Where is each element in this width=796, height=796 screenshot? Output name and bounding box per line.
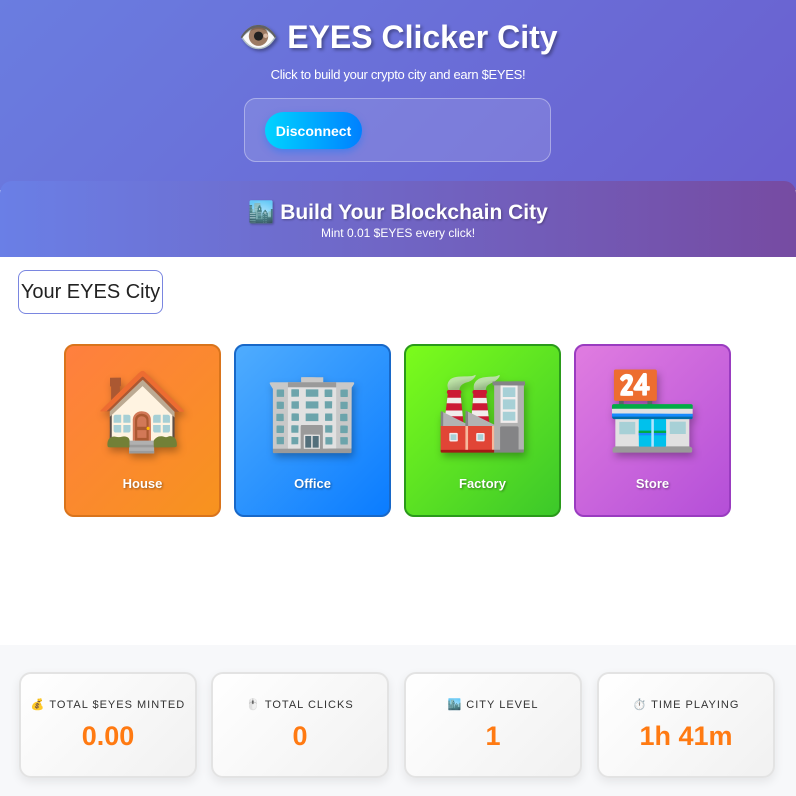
stat-total-minted: 💰 TOTAL $EYES MINTED 0.00 xyxy=(19,672,197,778)
building-office[interactable]: 🏢 Office xyxy=(234,344,391,517)
mouse-icon: 🖱️ xyxy=(246,699,261,711)
city-icon: 🏙️ xyxy=(248,201,275,224)
stat-label: TOTAL $EYES MINTED xyxy=(49,699,186,711)
app-title-text: EYES Clicker City xyxy=(287,19,558,55)
stat-label: TOTAL CLICKS xyxy=(264,699,354,711)
banner-subtitle: Mint 0.01 $EYES every click! xyxy=(320,226,476,240)
city-icon: 🏙️ xyxy=(447,699,463,711)
building-label: Factory xyxy=(459,476,506,491)
building-label: Store xyxy=(635,476,670,491)
factory-icon: 🏭 xyxy=(435,369,530,454)
building-factory[interactable]: 🏭 Factory xyxy=(404,344,561,517)
city-label: Your EYES City xyxy=(18,270,163,314)
stat-total-clicks: 🖱️ TOTAL CLICKS 0 xyxy=(211,672,389,778)
money-bag-icon: 💰 xyxy=(30,699,46,711)
building-label: House xyxy=(122,476,163,491)
disconnect-button[interactable]: Disconnect xyxy=(265,112,362,149)
stat-label: TIME PLAYING xyxy=(651,699,740,711)
banner-title: 🏙️ Build Your Blockchain City xyxy=(0,201,796,225)
stopwatch-icon: ⏱️ xyxy=(632,699,648,711)
stat-value: 1 xyxy=(485,721,501,751)
eye-icon: 👁️ xyxy=(238,19,279,55)
stat-label: CITY LEVEL xyxy=(466,699,539,711)
building-house[interactable]: 🏠 House xyxy=(64,344,221,517)
office-icon: 🏢 xyxy=(265,369,360,454)
stat-value: 0.00 xyxy=(81,721,135,751)
stat-value: 0 xyxy=(292,721,308,751)
subtitle: Click to build your crypto city and earn… xyxy=(270,67,526,82)
stats-panel: 💰 TOTAL $EYES MINTED 0.00 🖱️ TOTAL CLICK… xyxy=(0,645,796,796)
building-label: Office xyxy=(294,476,331,491)
store-icon: 🏪 xyxy=(605,369,700,454)
app-title: 👁️ EYES Clicker City xyxy=(0,18,796,56)
wallet-panel: Disconnect xyxy=(244,98,551,162)
house-icon: 🏠 xyxy=(95,369,190,454)
header: 👁️ EYES Clicker City Click to build your… xyxy=(0,0,796,190)
stat-time-playing: ⏱️ TIME PLAYING 1h 41m xyxy=(597,672,775,778)
city-banner: 🏙️ Build Your Blockchain City Mint 0.01 … xyxy=(0,181,796,257)
banner-title-text: Build Your Blockchain City xyxy=(280,201,548,224)
stat-city-level: 🏙️ CITY LEVEL 1 xyxy=(404,672,582,778)
building-store[interactable]: 🏪 Store xyxy=(574,344,731,517)
stat-value: 1h 41m xyxy=(639,721,733,751)
